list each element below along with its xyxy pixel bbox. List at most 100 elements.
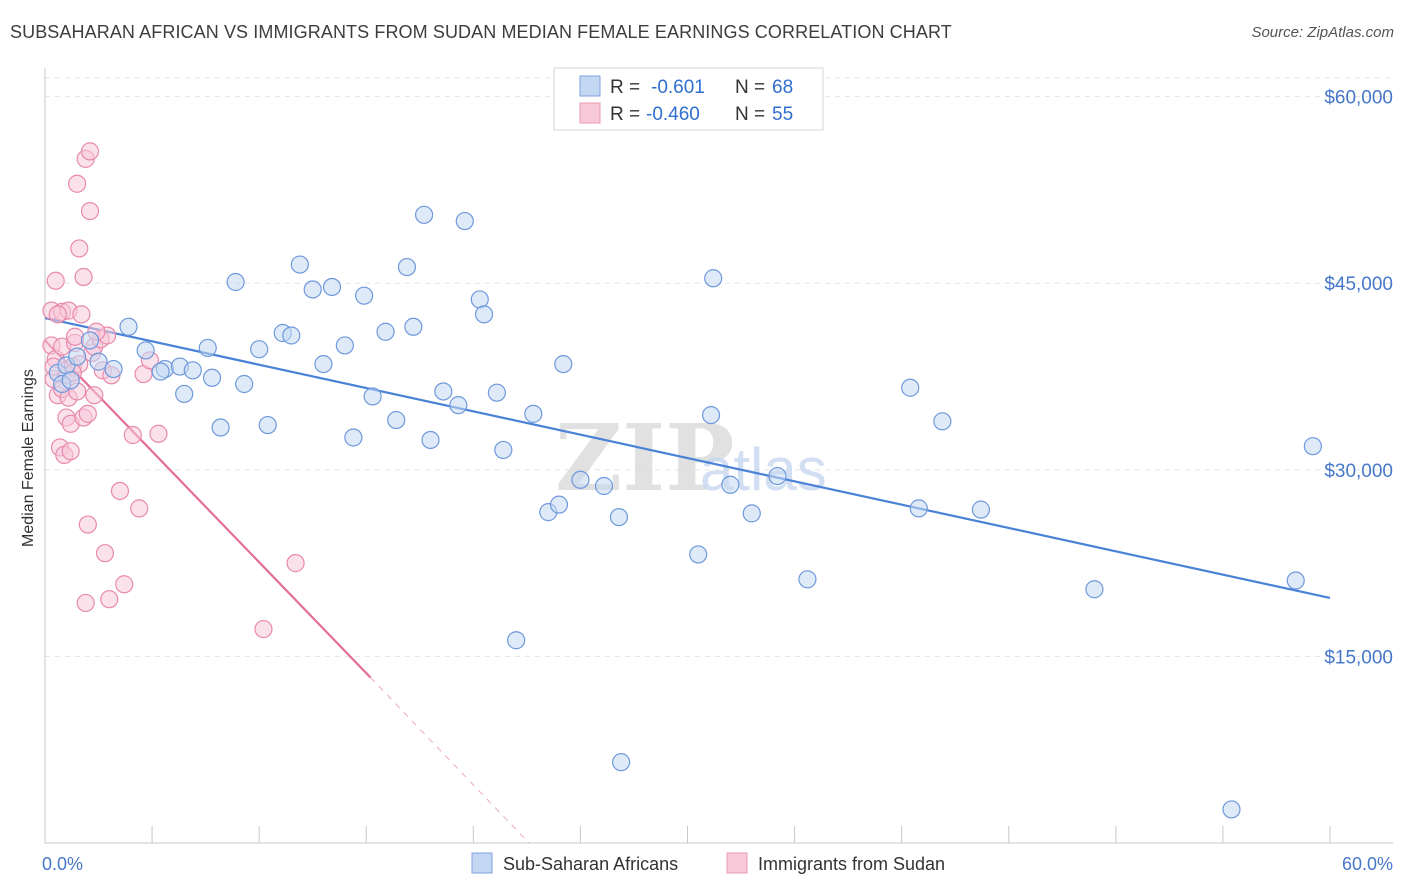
point-sub-saharan — [901, 378, 920, 397]
legend-swatch-blue — [579, 75, 601, 97]
point-sub-saharan — [136, 341, 155, 360]
point-sub-saharan — [549, 495, 569, 514]
y-tick-label: $30,000 — [1324, 461, 1393, 482]
point-sub-saharan — [909, 499, 928, 518]
legend-n-value-2: 55 — [772, 104, 793, 125]
point-sudan — [78, 404, 97, 423]
point-sub-saharan — [768, 466, 787, 486]
axes — [44, 68, 1393, 844]
point-sub-saharan — [1085, 580, 1104, 599]
point-sub-saharan — [612, 753, 631, 772]
point-sub-saharan — [183, 361, 202, 380]
point-sudan — [149, 424, 168, 443]
watermark-atlas: atlas — [700, 436, 827, 503]
point-sub-saharan — [971, 500, 991, 519]
point-sub-saharan — [1222, 800, 1241, 819]
point-sub-saharan — [303, 280, 322, 299]
trend-line-sub-saharan — [44, 316, 1331, 600]
point-sub-saharan — [689, 545, 708, 564]
point-sudan — [95, 544, 115, 563]
point-sub-saharan — [202, 368, 222, 387]
legend-swatch-pink — [579, 102, 601, 124]
point-sub-saharan — [449, 396, 468, 415]
point-sub-saharan — [571, 470, 590, 489]
y-tick-label: $15,000 — [1324, 647, 1393, 668]
point-sub-saharan — [175, 384, 194, 404]
point-sudan — [48, 305, 67, 324]
legend-r-label-1: R = — [610, 77, 640, 98]
point-sudan — [115, 575, 134, 594]
data-points — [42, 142, 1322, 819]
point-sub-saharan — [335, 336, 354, 355]
point-sudan — [254, 619, 273, 639]
point-sub-saharan — [507, 631, 526, 650]
point-sub-saharan — [290, 255, 309, 274]
legend-r-value-2: -0.460 — [646, 104, 700, 125]
point-sub-saharan — [151, 362, 170, 381]
legend: R = -0.601 N = 68 R = -0.460 N = 55 — [553, 67, 824, 131]
point-sub-saharan — [701, 405, 721, 425]
bottom-legend-label-blue: Sub-Saharan Africans — [503, 854, 678, 874]
bottom-legend: Sub-Saharan Africans Immigrants from Sud… — [471, 852, 945, 874]
x-min-label: 0.0% — [42, 854, 83, 874]
point-sub-saharan — [344, 428, 363, 447]
point-sub-saharan — [61, 371, 80, 390]
trend-line-sudan-extension — [370, 677, 530, 844]
point-sub-saharan — [742, 504, 761, 523]
point-sub-saharan — [211, 418, 230, 437]
point-sudan — [100, 590, 119, 609]
point-sub-saharan — [594, 476, 614, 496]
point-sudan — [78, 515, 97, 534]
point-sub-saharan — [104, 359, 123, 379]
point-sudan — [85, 386, 104, 405]
point-sub-saharan — [455, 211, 474, 231]
point-sub-saharan — [798, 570, 817, 589]
point-sub-saharan — [322, 277, 342, 297]
point-sudan — [110, 481, 130, 501]
point-sudan — [123, 425, 142, 445]
point-sub-saharan — [704, 269, 723, 288]
chart-source: Source: ZipAtlas.com — [1251, 24, 1394, 41]
trend-lines — [44, 316, 1331, 844]
y-tick-label: $60,000 — [1324, 88, 1393, 109]
point-sub-saharan — [226, 272, 245, 292]
point-sub-saharan — [198, 338, 217, 358]
point-sub-saharan — [421, 430, 440, 450]
point-sub-saharan — [282, 326, 301, 345]
point-sudan — [76, 593, 95, 613]
point-sub-saharan — [376, 322, 395, 341]
bottom-legend-label-pink: Immigrants from Sudan — [758, 854, 945, 874]
point-sub-saharan — [363, 387, 382, 406]
y-tick-labels: $15,000 $30,000 $45,000 $60,000 — [1324, 88, 1393, 669]
y-tick-label: $45,000 — [1324, 274, 1393, 295]
point-sub-saharan — [470, 290, 489, 309]
point-sudan — [70, 239, 89, 258]
legend-n-label-2: N = — [735, 104, 765, 125]
point-sub-saharan — [80, 331, 100, 350]
point-sudan — [80, 142, 100, 161]
bottom-legend-swatch-blue — [471, 852, 493, 874]
point-sudan — [130, 499, 149, 518]
point-sudan — [80, 201, 100, 221]
point-sub-saharan — [933, 412, 952, 431]
point-sub-saharan — [609, 507, 629, 527]
point-sudan — [46, 271, 65, 290]
point-sub-saharan — [89, 352, 108, 371]
x-max-label: 60.0% — [1342, 854, 1393, 874]
legend-n-value-1: 68 — [772, 77, 793, 98]
point-sub-saharan — [314, 354, 333, 374]
point-sub-saharan — [414, 205, 434, 224]
legend-r-value-1: -0.601 — [651, 77, 705, 98]
point-sudan — [72, 305, 91, 324]
point-sub-saharan — [524, 404, 543, 423]
point-sub-saharan — [235, 374, 254, 394]
chart-title: SUBSAHARAN AFRICAN VS IMMIGRANTS FROM SU… — [10, 22, 952, 42]
point-sub-saharan — [258, 415, 277, 435]
point-sub-saharan — [434, 382, 453, 401]
point-sudan — [286, 554, 305, 573]
point-sudan — [61, 442, 80, 461]
point-sub-saharan — [355, 286, 374, 305]
point-sub-saharan — [404, 317, 423, 336]
point-sudan — [65, 327, 85, 346]
